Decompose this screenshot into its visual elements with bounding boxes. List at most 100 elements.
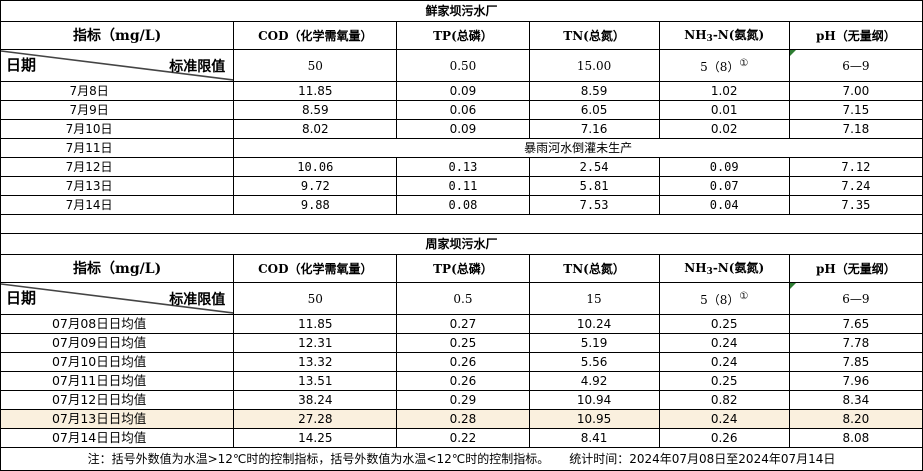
table2-row5-ph: 8.20 [788,409,923,429]
table2-header-cod: COD（化学需氧量） [233,254,398,283]
table1-header-row: 指标（mg/L) COD（化学需氧量） TP(总磷） TN(总氮） NH3-N(… [0,21,923,50]
table1-row5-cod: 9.72 [233,176,398,196]
table1-row2-date: 7月10日 [0,119,235,139]
table-row: 07月08日日均值 11.85 0.27 10.24 0.25 7.65 [0,314,923,334]
table2-header-tp: TP(总磷） [396,254,530,283]
comment-marker-icon [790,50,796,56]
footer-note-text: 注：括号外数值为水温>12℃时的控制指标，括号外数值为水温<12℃时的控制指标。 [87,452,550,466]
table1-row2-nh3: 0.02 [658,119,790,139]
table-row: 7月13日 9.72 0.11 5.81 0.07 7.24 [0,176,923,196]
table1-row3-date: 7月11日 [0,138,235,158]
table1-header-cod: COD（化学需氧量） [233,21,398,50]
table2-row0-date: 07月08日日均值 [0,314,235,334]
table1-row1-date: 7月9日 [0,100,235,120]
table2-row2-cod: 13.32 [233,352,398,372]
table1-header-tn: TN(总氮） [528,21,660,50]
table2-header-nh3-sub: 3 [706,267,713,277]
table-spacer-cell [0,214,923,234]
table2-limit-tp: 0.5 [396,282,530,315]
table2-limit-nh3-value: 5（8） [700,292,740,307]
table2-row0-ph: 7.65 [788,314,923,334]
table2-row6-tp: 0.22 [396,428,530,448]
table1-row5-tp: 0.11 [396,176,530,196]
table1-row4-ph: 7.12 [788,157,923,177]
table2-limit-cod: 50 [233,282,398,315]
table2-date-limit-split-header: 日期 标准限值 [0,282,235,315]
table-row: 7月9日 8.59 0.06 6.05 0.01 7.15 [0,100,923,120]
table2-row0-nh3: 0.25 [658,314,790,334]
table1-row5-date: 7月13日 [0,176,235,196]
table1-row4-tp: 0.13 [396,157,530,177]
table-row: 7月8日 11.85 0.09 8.59 1.02 7.00 [0,81,923,101]
table2-row4-cod: 38.24 [233,390,398,410]
table-row: 07月14日日均值 14.25 0.22 8.41 0.26 8.08 [0,428,923,448]
table1-header-tn-text: TN(总氮 [563,28,613,43]
table1-limit-label: 标准限值 [169,59,226,75]
table2-row1-date: 07月09日日均值 [0,333,235,353]
table2-header-tp-suffix: ） [480,261,493,276]
table2-row6-tn: 8.41 [528,428,660,448]
table1-date-limit-split-header: 日期 标准限值 [0,49,235,82]
table2-row1-nh3: 0.24 [658,333,790,353]
table2-title-row: 周家坝污水厂 [0,233,923,255]
table2-row3-ph: 7.96 [788,371,923,391]
table1-header-tn-suffix: ） [612,28,625,43]
table2-limit-label: 标准限值 [169,292,226,308]
table2-row3-tp: 0.26 [396,371,530,391]
table2-header-ph: pH（无量纲） [788,254,923,283]
table1-row6-cod: 9.88 [233,195,398,215]
table2-row4-tp: 0.29 [396,390,530,410]
table2-row2-date: 07月10日日均值 [0,352,235,372]
table1-row2-cod: 8.02 [233,119,398,139]
table1-title-row: 鲜家坝污水厂 [0,0,923,22]
table1-row0-nh3: 1.02 [658,81,790,101]
table2-row2-tp: 0.26 [396,352,530,372]
table2-limit-tn: 15 [528,282,660,315]
table1-row1-nh3: 0.01 [658,100,790,120]
table1-row6-date: 7月14日 [0,195,235,215]
footer-note: 注：括号外数值为水温>12℃时的控制指标，括号外数值为水温<12℃时的控制指标。… [0,447,923,471]
table1-header-tp-suffix: ） [480,28,493,43]
table1-row1-cod: 8.59 [233,100,398,120]
table1-row4-tn: 2.54 [528,157,660,177]
table2-row5-tp: 0.28 [396,409,530,429]
table1-limit-tp: 0.50 [396,49,530,82]
table1-row6-ph: 7.35 [788,195,923,215]
table2-row3-tn: 4.92 [528,371,660,391]
table1-limit-ph: 6—9 [788,49,923,82]
table2-limit-nh3: 5（8）① [658,282,790,315]
table2-row5-cod: 27.28 [233,409,398,429]
table1-row5-ph: 7.24 [788,176,923,196]
table1-header-nh3-suffix: -N(氨氮) [712,28,765,42]
table2-header-tp-text: TP(总磷 [433,261,481,276]
table2-row1-tn: 5.19 [528,333,660,353]
comment-marker-icon [790,283,796,289]
table1-limit-nh3-footnote: ① [739,57,749,69]
table2-header-nh3-prefix: NH [684,261,707,275]
table2-row1-cod: 12.31 [233,333,398,353]
table1-header-nh3-sub: 3 [706,34,713,44]
table1-limits-row: 日期 标准限值 50 0.50 15.00 5（8）① 6—9 [0,49,923,82]
table1-header-nh3-prefix: NH [684,28,707,42]
table1-row0-cod: 11.85 [233,81,398,101]
table1-limit-tn: 15.00 [528,49,660,82]
table1-row0-tn: 8.59 [528,81,660,101]
table2-row3-cod: 13.51 [233,371,398,391]
table-row: 07月10日日均值 13.32 0.26 5.56 0.24 7.85 [0,352,923,372]
table-row: 07月13日日均值 27.28 0.28 10.95 0.24 8.20 [0,409,923,429]
table1-limit-nh3-value: 5（8） [700,59,740,74]
table2-row4-nh3: 0.82 [658,390,790,410]
table2-header-tn-suffix: ） [612,261,625,276]
table2-row6-date: 07月14日日均值 [0,428,235,448]
table2-row5-tn: 10.95 [528,409,660,429]
table1-row1-ph: 7.15 [788,100,923,120]
table1-row3-merged-note: 暴雨河水倒灌未生产 [233,138,923,158]
table2-row3-date: 07月11日日均值 [0,371,235,391]
table1-row2-tn: 7.16 [528,119,660,139]
table2-limits-row: 日期 标准限值 50 0.5 15 5（8）① 6—9 [0,282,923,315]
table1-row6-nh3: 0.04 [658,195,790,215]
table1-row4-cod: 10.06 [233,157,398,177]
table1-row5-tn: 5.81 [528,176,660,196]
table1-limit-cod: 50 [233,49,398,82]
